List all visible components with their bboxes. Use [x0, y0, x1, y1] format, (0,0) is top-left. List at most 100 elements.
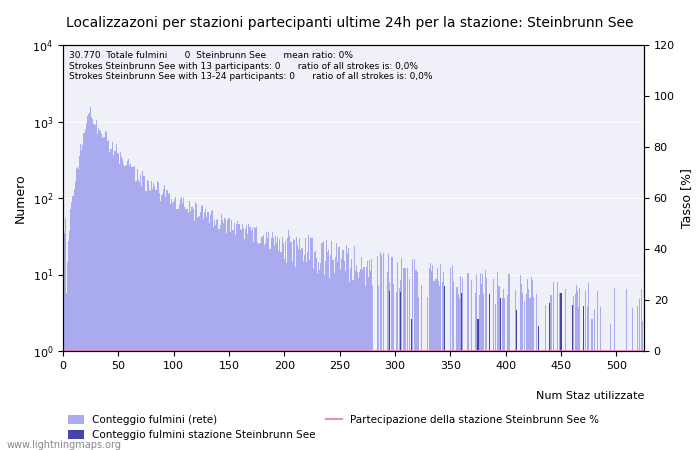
Bar [278, 251, 279, 450]
Bar [429, 269, 430, 450]
Bar [397, 261, 398, 450]
Bar [318, 262, 319, 450]
Bar [201, 206, 202, 450]
Bar [104, 131, 106, 450]
Bar [308, 235, 309, 450]
Bar [286, 263, 287, 450]
Bar [531, 277, 532, 450]
Bar [526, 294, 527, 450]
Bar [215, 225, 216, 450]
Bar [337, 262, 338, 450]
Bar [125, 165, 127, 450]
Bar [129, 166, 130, 450]
Bar [365, 267, 367, 450]
Bar [503, 289, 504, 450]
Bar [204, 213, 205, 450]
Bar [553, 282, 554, 450]
Bar [440, 264, 441, 450]
Bar [493, 279, 494, 450]
Bar [276, 243, 277, 450]
Bar [482, 274, 483, 450]
Bar [272, 232, 273, 450]
Bar [281, 238, 283, 450]
Bar [260, 238, 262, 450]
Bar [519, 275, 521, 450]
Bar [300, 250, 302, 450]
Bar [70, 209, 71, 450]
Bar [578, 307, 580, 450]
Bar [180, 199, 181, 450]
Bar [170, 204, 171, 450]
Bar [401, 258, 402, 450]
Bar [461, 293, 462, 450]
Bar [69, 231, 70, 450]
Bar [161, 195, 162, 450]
Bar [399, 288, 400, 450]
Bar [273, 238, 274, 450]
Bar [285, 241, 286, 450]
Bar [79, 156, 81, 450]
Bar [486, 279, 487, 450]
Bar [87, 116, 88, 450]
Bar [182, 202, 183, 450]
Bar [113, 155, 115, 450]
Bar [264, 244, 265, 450]
Bar [222, 220, 223, 450]
Bar [456, 287, 458, 450]
Bar [524, 301, 525, 450]
Bar [106, 141, 108, 450]
Bar [78, 169, 79, 450]
Bar [349, 282, 350, 450]
Text: 30.770  Totale fulmini      0  Steinbrunn See      mean ratio: 0%
Strokes Steinb: 30.770 Totale fulmini 0 Steinbrunn See m… [69, 51, 433, 81]
Bar [392, 257, 393, 450]
Bar [582, 306, 584, 450]
Bar [109, 152, 110, 450]
Bar [504, 297, 505, 450]
Bar [338, 247, 339, 450]
Bar [348, 248, 349, 450]
Bar [295, 267, 296, 450]
Bar [275, 236, 276, 450]
Bar [283, 243, 284, 450]
Bar [314, 252, 315, 450]
Bar [234, 223, 235, 450]
Bar [426, 297, 428, 450]
Bar [369, 260, 370, 450]
Bar [480, 273, 481, 450]
Bar [195, 202, 197, 450]
Bar [571, 305, 573, 450]
Bar [587, 306, 588, 450]
Bar [443, 272, 444, 450]
Bar [573, 296, 574, 450]
Bar [389, 291, 390, 450]
Bar [131, 167, 132, 450]
Bar [411, 319, 412, 450]
Bar [386, 272, 388, 450]
Bar [293, 238, 294, 450]
Bar [140, 175, 141, 450]
Bar [239, 230, 241, 450]
Bar [142, 171, 144, 450]
Bar [416, 272, 418, 450]
Bar [388, 254, 389, 450]
Bar [460, 276, 461, 450]
Bar [223, 223, 224, 450]
Bar [214, 220, 215, 450]
Bar [258, 244, 260, 450]
Bar [576, 285, 577, 450]
Bar [516, 310, 517, 450]
Bar [641, 289, 643, 450]
Bar [254, 227, 255, 450]
Bar [165, 197, 167, 450]
Legend: Conteggio fulmini (rete), Conteggio fulmini stazione Steinbrunn See, Partecipazi: Conteggio fulmini (rete), Conteggio fulm… [68, 414, 599, 440]
Bar [304, 238, 306, 450]
Bar [313, 269, 314, 450]
Bar [206, 217, 207, 450]
Bar [171, 199, 172, 450]
Bar [228, 218, 230, 450]
Bar [557, 283, 558, 450]
Text: Localizzazoni per stazioni partecipanti ultime 24h per la stazione: Steinbrunn S: Localizzazoni per stazioni partecipanti … [66, 16, 634, 30]
Bar [148, 181, 149, 450]
Bar [323, 274, 325, 450]
Bar [116, 144, 117, 450]
